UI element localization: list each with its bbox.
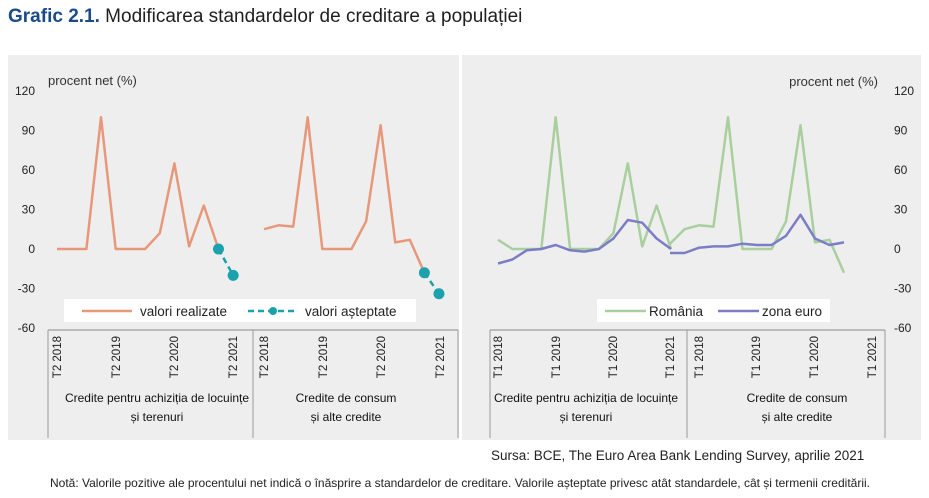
y-tick-label-right: 120 (894, 84, 914, 98)
x-tick-label: T1 2018 (493, 336, 505, 378)
x-tick-label: T2 2018 (52, 336, 64, 378)
legend-expected-label: valori așteptate (305, 304, 397, 319)
chart-title-text: Modificarea standardelor de creditare a … (105, 6, 523, 27)
euro-series-line (497, 218, 672, 265)
x-tick-label: T1 2019 (751, 336, 763, 378)
romania-series-line (669, 116, 846, 274)
x-tick-label: T2 2021 (228, 336, 240, 378)
group-label: și alte credite (311, 410, 382, 424)
x-tick-label: T1 2021 (665, 336, 677, 378)
legend-left-box (64, 299, 416, 322)
expected-point (418, 267, 430, 279)
y-tick-label-right: 90 (894, 123, 908, 137)
group-label: și terenuri (560, 410, 613, 424)
chart-number: Grafic 2.1. (8, 6, 100, 27)
y-tick-label-left: 30 (22, 202, 36, 216)
y-tick-label-right: 30 (894, 202, 908, 216)
realized-series-line (263, 116, 426, 274)
group-label: și terenuri (131, 410, 184, 424)
y-tick-label-right: -60 (894, 321, 912, 335)
y-tick-label-right: 60 (894, 163, 908, 177)
note-text: Notă: Valorile pozitive ale procentului … (50, 476, 870, 490)
expected-point (212, 243, 224, 255)
x-tick-label: T1 2021 (867, 336, 879, 378)
group-label: Credite pentru achiziția de locuințe (65, 391, 249, 405)
group-label: și alte credite (762, 410, 833, 424)
y-tick-label-left: 60 (22, 163, 36, 177)
y-tick-label-right: 0 (894, 242, 901, 256)
y-axis-label-right: procent net (%) (789, 74, 878, 89)
left-panel-background (8, 55, 459, 440)
chart-title: Grafic 2.1. Modificarea standardelor de … (8, 6, 522, 28)
romania-series-line (497, 116, 673, 251)
legend-romania-label: România (649, 304, 704, 319)
x-tick-label: T2 2018 (259, 336, 271, 378)
source-text: Sursa: BCE, The Euro Area Bank Lending S… (491, 448, 865, 463)
y-tick-label-left: -60 (18, 321, 36, 335)
y-tick-label-left: -30 (18, 282, 36, 296)
realized-series-line (57, 116, 220, 251)
x-tick-label: T2 2020 (169, 336, 181, 378)
expected-point (433, 288, 445, 300)
y-tick-label-right: -30 (894, 282, 912, 296)
y-axis-label-left: procent net (%) (48, 73, 137, 88)
legend-right-box (597, 299, 830, 322)
x-tick-label: T2 2019 (111, 336, 123, 378)
group-label: Credite de consum (296, 391, 397, 405)
x-tick-label: T2 2021 (435, 336, 447, 378)
legend-euro-label: zona euro (762, 304, 822, 319)
group-label: Credite de consum (747, 391, 848, 405)
y-tick-label-left: 120 (15, 84, 35, 98)
group-label: Credite pentru achiziția de locuințe (494, 391, 678, 405)
y-tick-label-left: 90 (22, 123, 36, 137)
expected-point (227, 269, 239, 281)
x-tick-label: T1 2019 (551, 336, 563, 378)
legend-expected-marker (269, 307, 277, 315)
right-panel-background (462, 55, 921, 440)
x-tick-label: T2 2020 (376, 336, 388, 378)
euro-series-line (670, 213, 845, 255)
y-tick-label-left: 0 (28, 242, 35, 256)
x-tick-label: T2 2019 (318, 336, 330, 378)
x-tick-label: T1 2020 (608, 336, 620, 378)
x-tick-label: T1 2020 (809, 336, 821, 378)
legend-realized-label: valori realizate (140, 304, 227, 319)
x-tick-label: T1 2018 (694, 336, 706, 378)
